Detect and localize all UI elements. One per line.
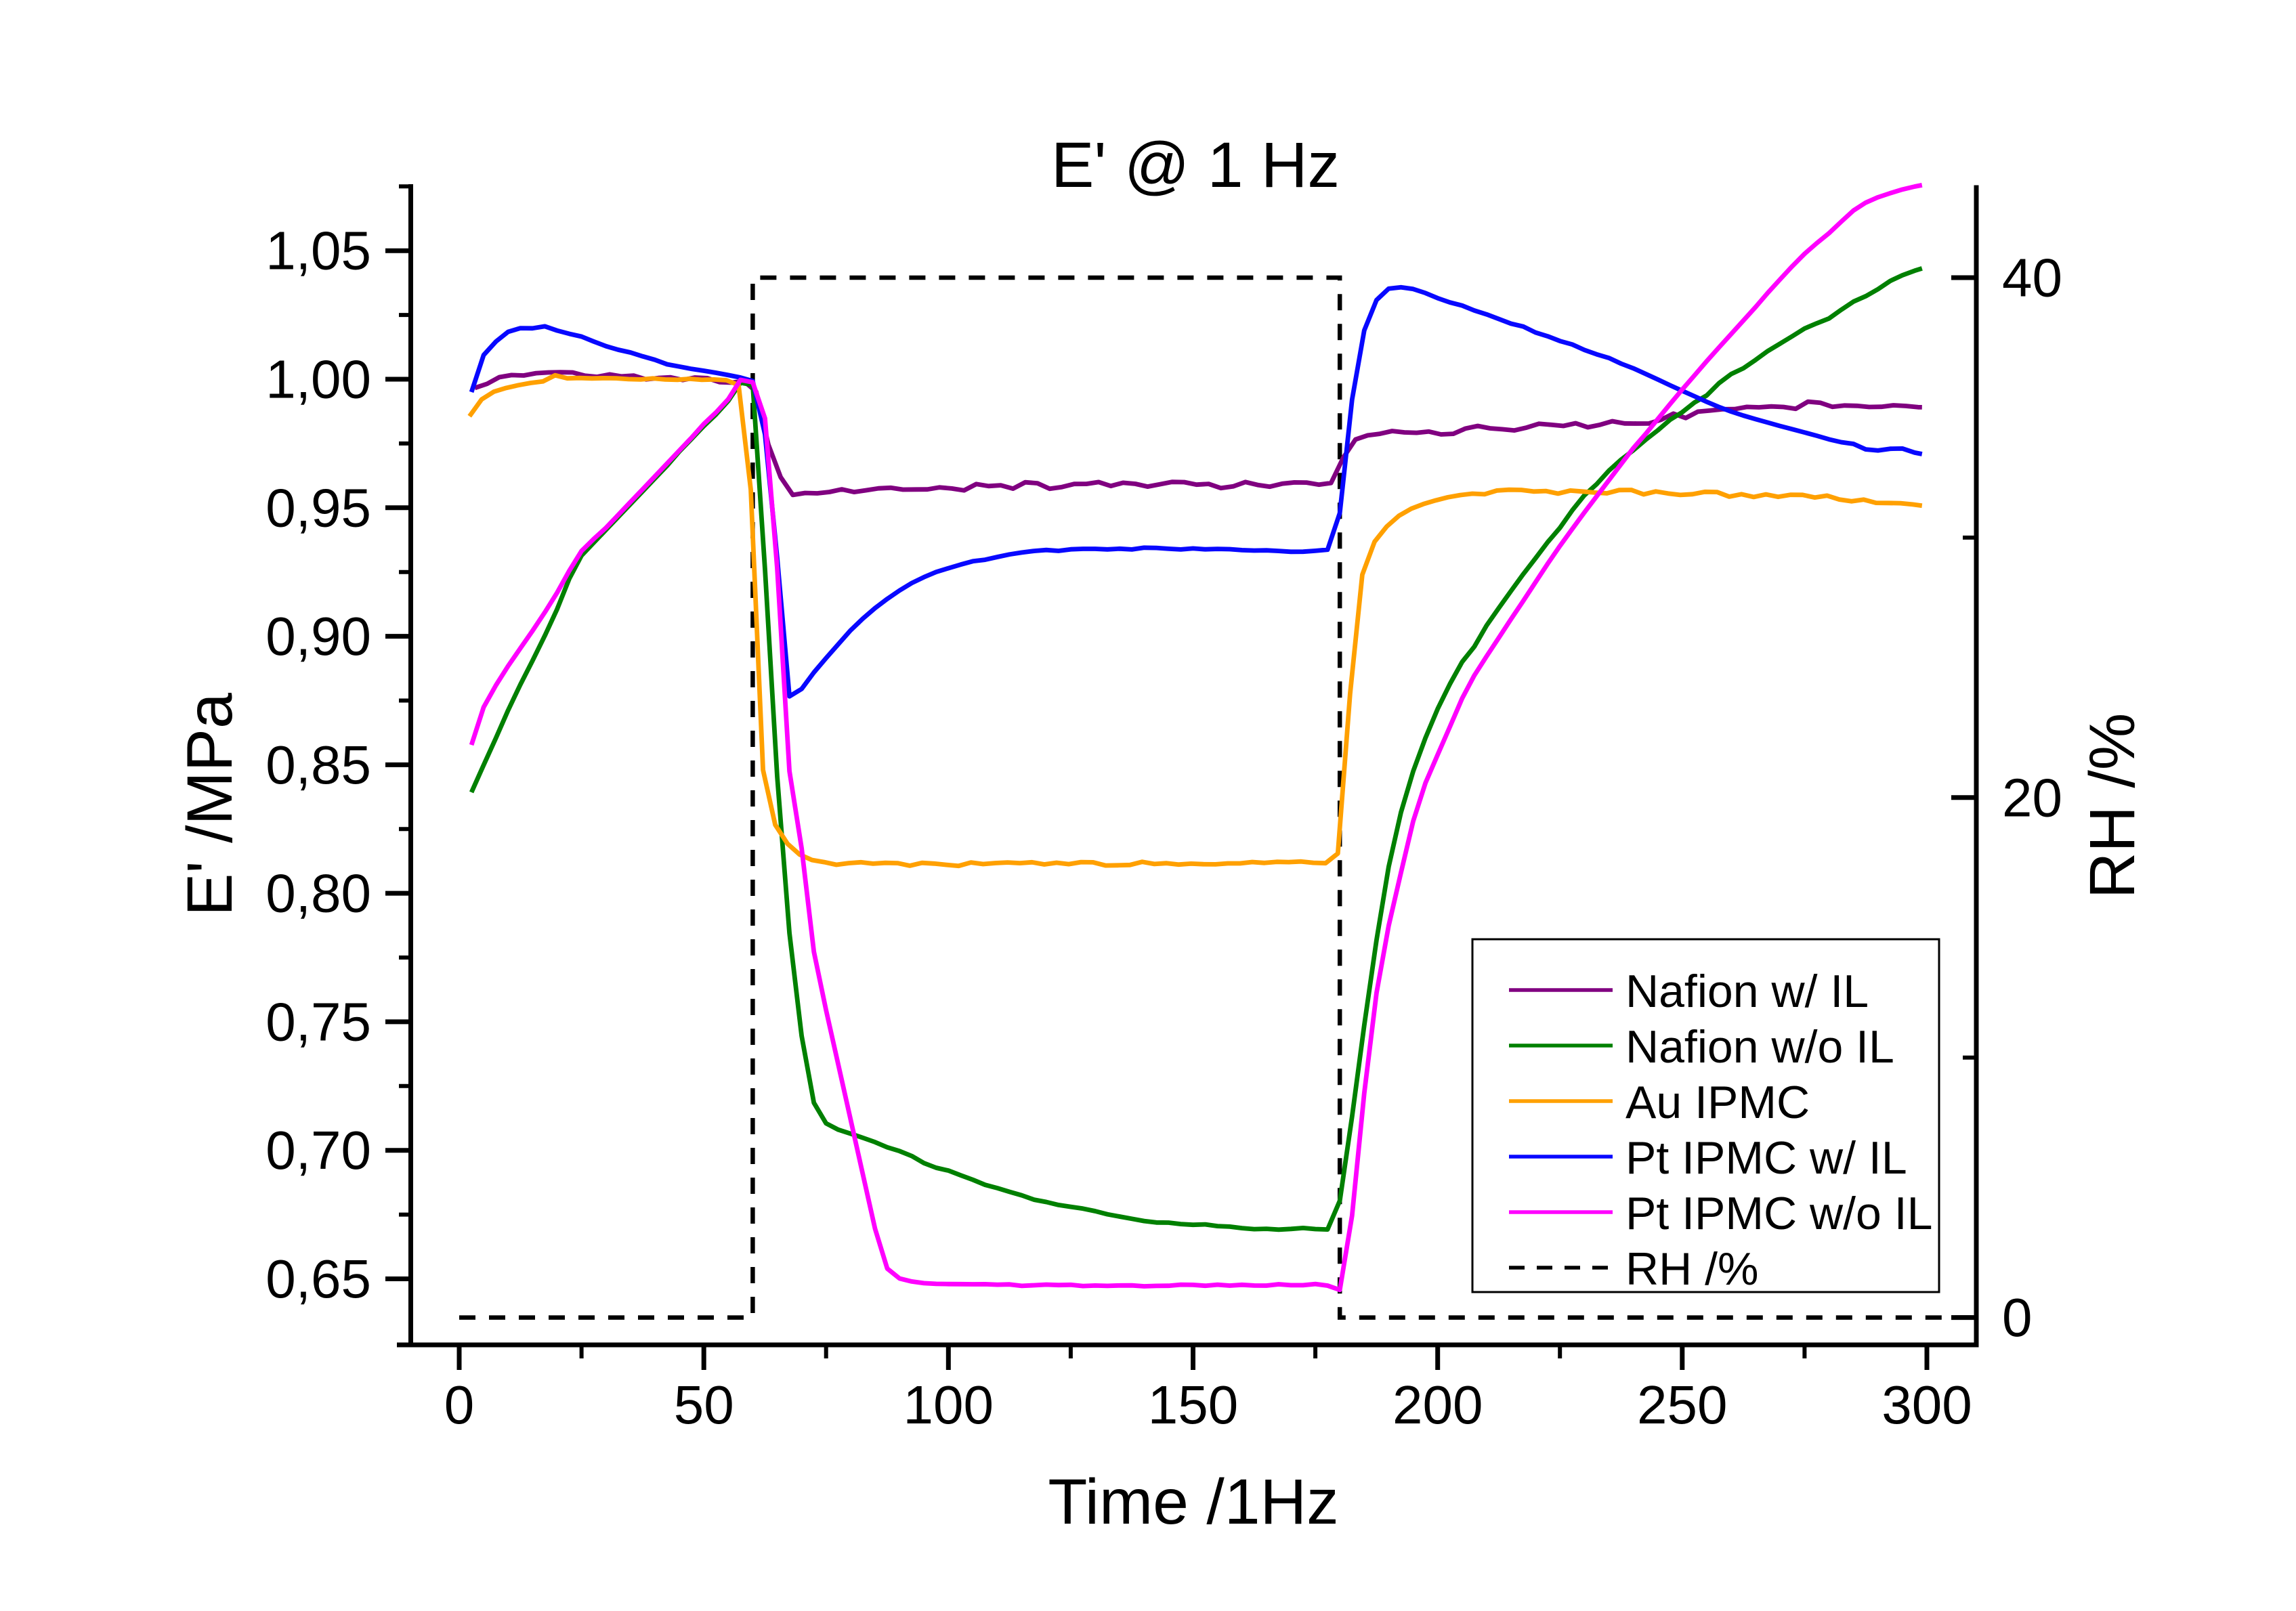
svg-text:0: 0 xyxy=(444,1375,475,1435)
svg-text:Nafion w/ IL: Nafion w/ IL xyxy=(1625,966,1869,1017)
svg-text:0,70: 0,70 xyxy=(265,1120,371,1180)
svg-text:40: 40 xyxy=(2002,248,2062,308)
svg-text:50: 50 xyxy=(674,1375,734,1435)
svg-text:300: 300 xyxy=(1882,1375,1972,1435)
svg-text:1,05: 1,05 xyxy=(265,221,371,281)
svg-text:20: 20 xyxy=(2002,767,2062,828)
svg-text:200: 200 xyxy=(1393,1375,1483,1435)
svg-text:1,00: 1,00 xyxy=(265,349,371,410)
svg-text:0,85: 0,85 xyxy=(265,735,371,795)
svg-text:Time /1Hz: Time /1Hz xyxy=(1048,1466,1338,1538)
svg-text:Nafion w/o IL: Nafion w/o IL xyxy=(1625,1021,1894,1073)
svg-text:150: 150 xyxy=(1148,1375,1238,1435)
svg-text:0: 0 xyxy=(2002,1287,2033,1348)
svg-text:0,80: 0,80 xyxy=(265,863,371,924)
svg-text:Pt IPMC w/o IL: Pt IPMC w/o IL xyxy=(1625,1188,1932,1239)
svg-text:Pt IPMC w/ IL: Pt IPMC w/ IL xyxy=(1625,1132,1907,1184)
svg-text:0,90: 0,90 xyxy=(265,606,371,666)
svg-text:0,75: 0,75 xyxy=(265,991,371,1052)
svg-text:E' @ 1 Hz: E' @ 1 Hz xyxy=(1051,129,1340,201)
svg-text:250: 250 xyxy=(1637,1375,1727,1435)
svg-text:0,65: 0,65 xyxy=(265,1249,371,1309)
svg-text:E' /MPa: E' /MPa xyxy=(174,693,246,916)
svg-text:RH /%: RH /% xyxy=(2077,713,2148,899)
svg-text:0,95: 0,95 xyxy=(265,477,371,538)
svg-text:Au IPMC: Au IPMC xyxy=(1625,1077,1810,1128)
svg-text:RH /%: RH /% xyxy=(1625,1243,1758,1295)
svg-text:100: 100 xyxy=(903,1375,994,1435)
